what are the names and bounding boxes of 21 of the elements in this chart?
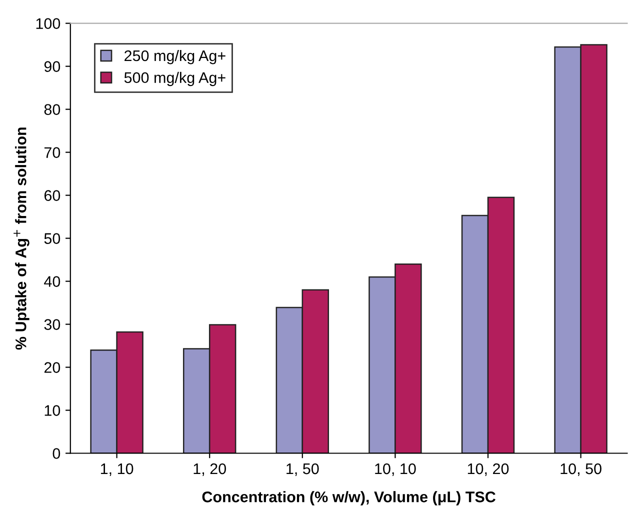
y-tick-label: 60: [44, 190, 60, 201]
y-tick-label: 40: [44, 276, 60, 287]
y-tick-label: 50: [44, 233, 60, 244]
x-tick-label: 10, 10: [375, 463, 416, 476]
y-tick-label: 20: [44, 362, 60, 373]
x-tick-label: 10, 50: [560, 463, 602, 476]
y-tick-label: 10: [44, 405, 60, 416]
y-tick-label: 0: [52, 448, 60, 459]
legend-label: 250 mg/kg Ag+: [124, 50, 226, 64]
y-tick-label: 90: [44, 61, 60, 72]
y-tick-label: 30: [44, 319, 60, 330]
x-tick-label: 1, 20: [194, 463, 226, 476]
x-tick-label: 1, 50: [286, 463, 319, 476]
y-tick-label: 80: [44, 104, 60, 115]
x-tick-label: 1, 10: [100, 463, 134, 476]
legend-label: 500 mg/kg Ag+: [124, 72, 226, 86]
y-tick-label: 100: [36, 18, 60, 29]
y-tick-label: 70: [44, 147, 60, 158]
x-tick-label: 10, 20: [468, 463, 509, 476]
y-axis-title: % Uptake of Ag$^{+}$ from solution: [14, 128, 30, 350]
x-axis-title: Concentration (% w/w), Volume (μL) TSC: [202, 491, 496, 506]
